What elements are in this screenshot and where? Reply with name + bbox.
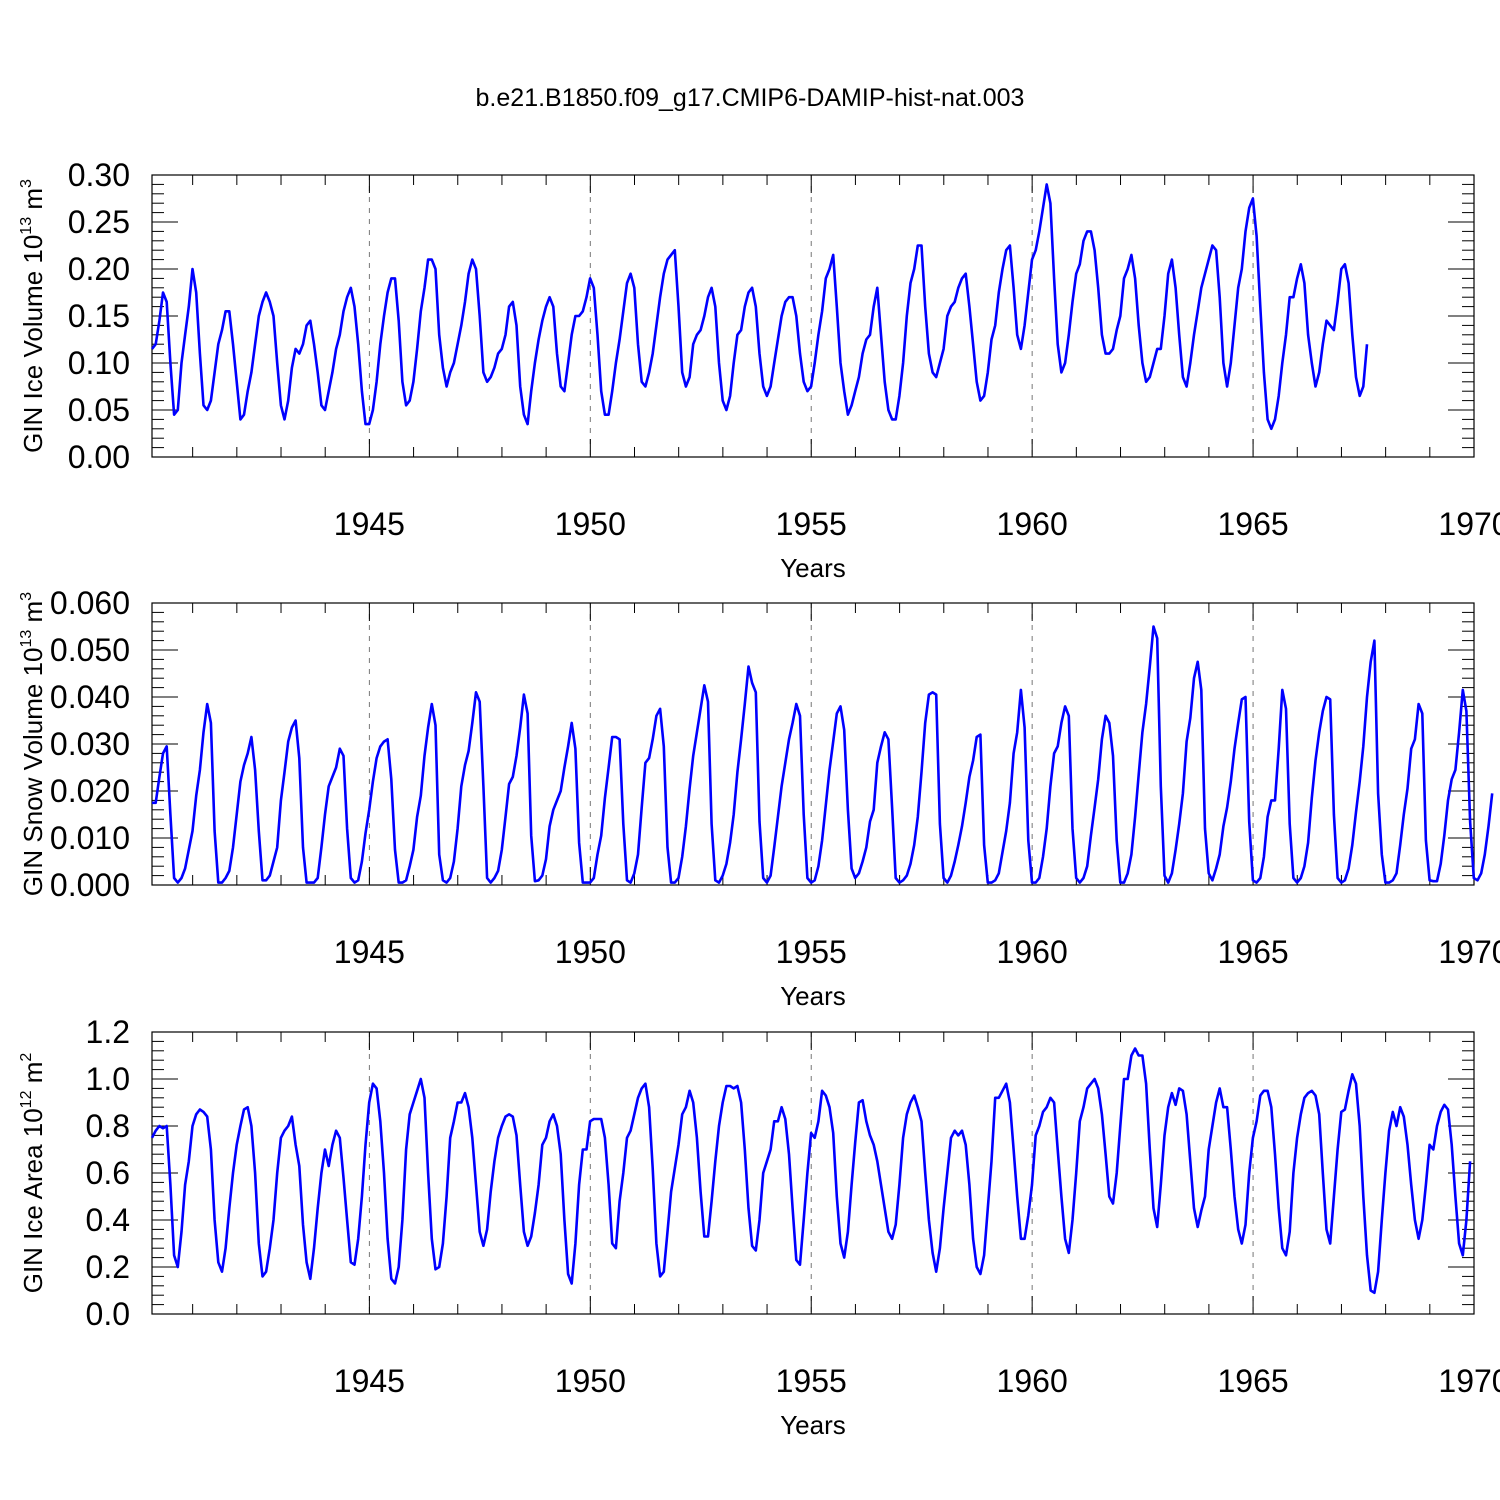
x-tick-label: 1960 xyxy=(997,934,1068,970)
y-axis-label-part: 13 xyxy=(18,217,35,235)
x-tick-label: 1945 xyxy=(334,934,405,970)
y-axis-label-part: GIN Ice Area 10 xyxy=(18,1108,48,1293)
x-tick-label: 1955 xyxy=(776,506,847,542)
y-axis-label-part: GIN Snow Volume 10 xyxy=(18,648,48,897)
x-tick-label: 1955 xyxy=(776,934,847,970)
y-tick-label: 0.05 xyxy=(68,392,130,428)
y-axis-label-part: 3 xyxy=(18,179,35,188)
y-tick-label: 0.040 xyxy=(50,679,130,715)
plot-frame xyxy=(151,174,1475,458)
y-tick-label: 0.030 xyxy=(50,726,130,762)
x-tick-label: 1950 xyxy=(555,934,626,970)
y-tick-label: 0.25 xyxy=(68,204,130,240)
x-tick-label: 1960 xyxy=(997,1363,1068,1399)
y-tick-label: 0.20 xyxy=(68,251,130,287)
y-axis-label-part: GIN Ice Volume 10 xyxy=(18,235,48,453)
series-line xyxy=(150,1047,1472,1295)
x-tick-label: 1955 xyxy=(776,1363,847,1399)
y-axis-label: GIN Snow Volume 1013 m3 xyxy=(18,592,48,896)
y-axis-label-part: 12 xyxy=(18,1090,35,1108)
y-axis-label-part: 3 xyxy=(18,592,35,601)
y-tick-label: 0.6 xyxy=(86,1155,130,1191)
plot-frame xyxy=(151,602,1475,886)
y-tick-label: 0.010 xyxy=(50,820,130,856)
y-axis-label-part: m xyxy=(18,601,48,630)
y-tick-label: 0.15 xyxy=(68,298,130,334)
series-line xyxy=(152,625,1494,884)
series-line xyxy=(150,183,1369,431)
x-tick-label: 1960 xyxy=(997,506,1068,542)
y-tick-label: 0.30 xyxy=(68,157,130,193)
y-tick-label: 0.0 xyxy=(86,1296,130,1332)
y-axis-label-part: 13 xyxy=(18,630,35,648)
x-tick-label: 1945 xyxy=(334,1363,405,1399)
y-tick-label: 0.4 xyxy=(86,1202,130,1238)
x-axis-label: Years xyxy=(780,553,846,583)
y-axis-label-part: 2 xyxy=(18,1053,35,1062)
y-tick-label: 0.10 xyxy=(68,345,130,381)
y-axis-label-part: m xyxy=(18,188,48,217)
y-tick-label: 1.0 xyxy=(86,1061,130,1097)
x-axis-label: Years xyxy=(780,1410,846,1440)
plot-frame xyxy=(151,1031,1475,1315)
x-tick-label: 1950 xyxy=(555,506,626,542)
figure-title: b.e21.B1850.f09_g17.CMIP6-DAMIP-hist-nat… xyxy=(475,84,1025,112)
y-axis-label: GIN Ice Area 1012 m2 xyxy=(18,1053,48,1294)
y-tick-label: 0.8 xyxy=(86,1108,130,1144)
y-tick-label: 0.050 xyxy=(50,632,130,668)
x-tick-label: 1945 xyxy=(334,506,405,542)
y-tick-label: 0.020 xyxy=(50,773,130,809)
x-tick-label: 1965 xyxy=(1217,1363,1288,1399)
x-axis-label: Years xyxy=(780,981,846,1011)
y-tick-label: 0.2 xyxy=(86,1249,130,1285)
x-tick-label: 1965 xyxy=(1217,506,1288,542)
y-tick-label: 1.2 xyxy=(86,1014,130,1050)
y-axis-label: GIN Ice Volume 1013 m3 xyxy=(18,179,48,453)
y-axis-label-part: m xyxy=(18,1062,48,1091)
y-tick-label: 0.00 xyxy=(68,439,130,475)
x-tick-label: 1965 xyxy=(1217,934,1288,970)
x-tick-label: 1950 xyxy=(555,1363,626,1399)
y-tick-label: 0.000 xyxy=(50,867,130,903)
y-tick-label: 0.060 xyxy=(50,585,130,621)
